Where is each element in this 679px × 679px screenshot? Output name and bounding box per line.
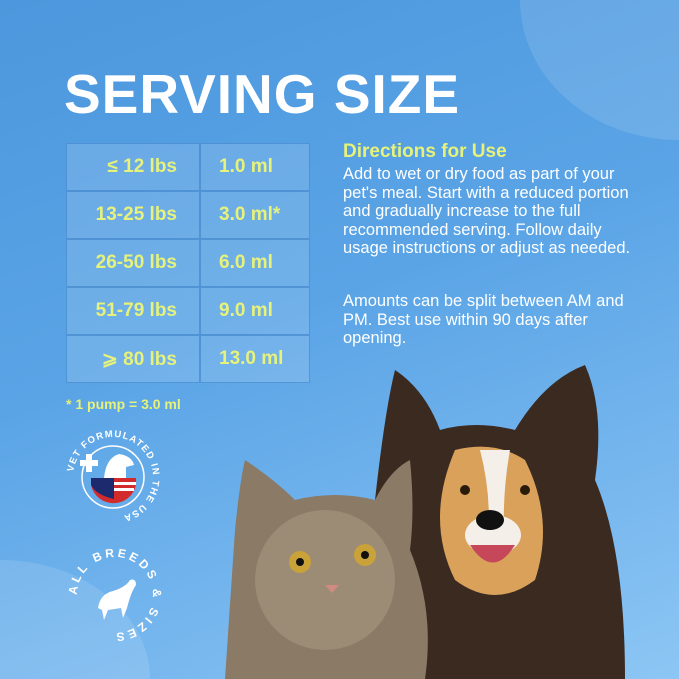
weight-cell: 13-25 lbs: [66, 191, 200, 239]
cat-and-dog-photo: [225, 365, 625, 679]
table-row: ⩾ 80 lbs 13.0 ml: [66, 335, 310, 383]
dog-cat-silhouette-icon: ALL BREEDS & SIZES: [66, 546, 161, 645]
weight-cell: ≤ 12 lbs: [66, 143, 200, 191]
amount-cell: 3.0 ml*: [200, 191, 310, 239]
amount-cell: 6.0 ml: [200, 239, 310, 287]
weight-cell: ⩾ 80 lbs: [66, 335, 200, 383]
table-row: 26-50 lbs 6.0 ml: [66, 239, 310, 287]
serving-table: ≤ 12 lbs 1.0 ml 13-25 lbs 3.0 ml* 26-50 lb…: [66, 143, 310, 383]
vet-formulated-badge: VET FORMULATED IN THE USA: [64, 428, 162, 526]
amount-cell: 13.0 ml: [200, 335, 310, 383]
directions-note: Amounts can be split between AM and PM. …: [343, 292, 624, 347]
amount-cell: 1.0 ml: [200, 143, 310, 191]
directions-heading: Directions for Use: [343, 141, 507, 162]
decorative-blob: [520, 0, 679, 140]
all-breeds-badge: ALL BREEDS & SIZES: [66, 546, 164, 645]
table-row: 51-79 lbs 9.0 ml: [66, 287, 310, 335]
directions-text: Add to wet or dry food as part of your p…: [343, 165, 631, 257]
weight-cell: 51-79 lbs: [66, 287, 200, 335]
footnote: * 1 pump = 3.0 ml: [66, 396, 181, 412]
table-row: 13-25 lbs 3.0 ml*: [66, 191, 310, 239]
usa-flag-dog-icon: VET FORMULATED IN THE USA: [65, 429, 160, 524]
weight-cell: 26-50 lbs: [66, 239, 200, 287]
page-title: SERVING SIZE: [64, 63, 461, 125]
amount-cell: 9.0 ml: [200, 287, 310, 335]
table-row: ≤ 12 lbs 1.0 ml: [66, 143, 310, 191]
